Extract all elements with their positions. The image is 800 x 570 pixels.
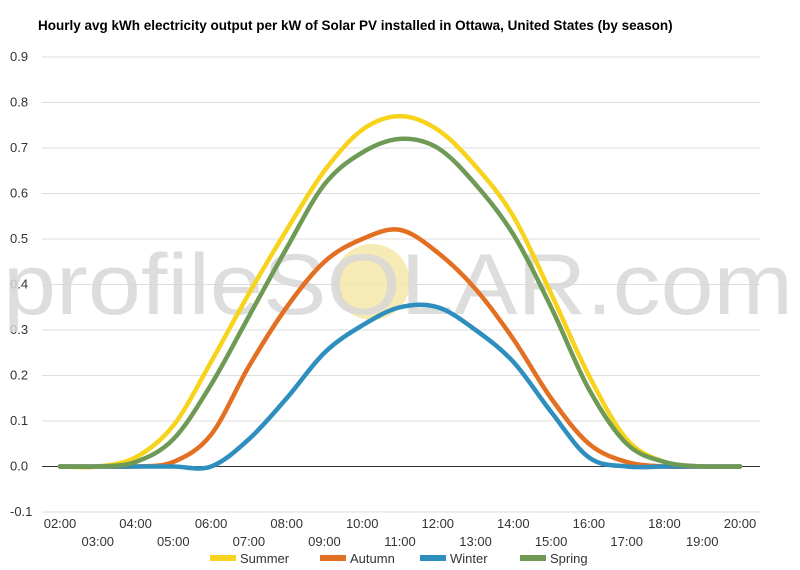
x-tick-label: 06:00 <box>195 516 228 531</box>
y-tick-label: 0.9 <box>10 49 28 64</box>
y-tick-label: 0.0 <box>10 459 28 474</box>
x-tick-label: 12:00 <box>422 516 455 531</box>
x-tick-label: 17:00 <box>610 534 643 549</box>
x-tick-label: 15:00 <box>535 534 568 549</box>
legend-swatch <box>320 555 346 561</box>
y-tick-label: 0.8 <box>10 95 28 110</box>
x-tick-label: 02:00 <box>44 516 77 531</box>
x-tick-label: 14:00 <box>497 516 530 531</box>
y-tick-label: 0.4 <box>10 277 28 292</box>
x-tick-label: 16:00 <box>573 516 606 531</box>
legend-label: Winter <box>450 551 488 566</box>
y-tick-label: 0.3 <box>10 322 28 337</box>
legend-item-autumn: Autumn <box>320 551 395 566</box>
chart-title: Hourly avg kWh electricity output per kW… <box>38 18 673 33</box>
series-line-spring <box>57 136 743 470</box>
x-tick-label: 03:00 <box>82 534 115 549</box>
y-tick-label: 0.2 <box>10 368 28 383</box>
legend-item-winter: Winter <box>420 551 488 566</box>
legend-item-spring: Spring <box>520 551 588 566</box>
watermark-text: profileSOLAR.com <box>3 237 793 333</box>
x-tick-label: 04:00 <box>119 516 152 531</box>
legend-item-summer: Summer <box>210 551 290 566</box>
watermark-sun-icon <box>334 244 410 320</box>
legend-label: Spring <box>550 551 588 566</box>
x-tick-label: 18:00 <box>648 516 681 531</box>
x-tick-label: 09:00 <box>308 534 341 549</box>
x-tick-label: 08:00 <box>270 516 303 531</box>
y-tick-label: 0.5 <box>10 231 28 246</box>
x-tick-label: 20:00 <box>724 516 757 531</box>
y-tick-label: 0.1 <box>10 413 28 428</box>
x-tick-label: 11:00 <box>384 534 416 549</box>
y-tick-label: 0.6 <box>10 186 28 201</box>
watermark: profileSOLAR.com <box>3 237 793 333</box>
legend-swatch <box>520 555 546 561</box>
x-tick-label: 05:00 <box>157 534 190 549</box>
y-tick-label: -0.1 <box>10 504 32 519</box>
x-tick-label: 19:00 <box>686 534 719 549</box>
x-tick-label: 07:00 <box>233 534 266 549</box>
legend-label: Summer <box>240 551 290 566</box>
x-tick-label: 10:00 <box>346 516 379 531</box>
legend-label: Autumn <box>350 551 395 566</box>
series-line-autumn <box>57 227 743 470</box>
legend-swatch <box>210 555 236 561</box>
x-tick-label: 13:00 <box>459 534 492 549</box>
y-tick-label: 0.7 <box>10 140 28 155</box>
series-line-summer <box>57 113 743 470</box>
series-line-winter <box>57 302 743 471</box>
legend-swatch <box>420 555 446 561</box>
